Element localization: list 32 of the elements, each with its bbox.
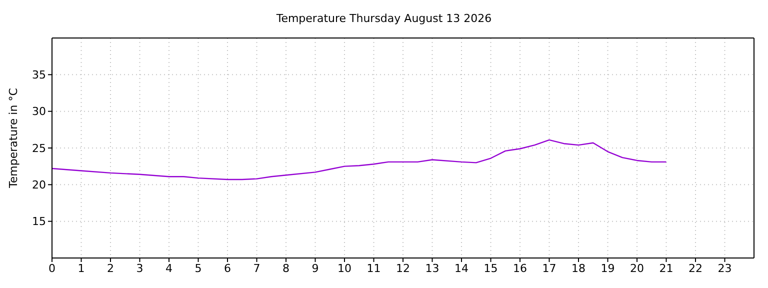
x-tick-label: 5 — [194, 262, 202, 275]
x-tick-label: 9 — [312, 262, 319, 275]
x-tick-label: 16 — [513, 262, 527, 275]
x-tick-label: 14 — [454, 262, 468, 275]
x-tick-label: 15 — [484, 262, 498, 275]
y-tick-label: 35 — [32, 68, 46, 82]
x-tick-label: 8 — [282, 262, 290, 275]
x-tick-label: 23 — [718, 262, 732, 275]
x-tick-label: 19 — [600, 262, 615, 275]
y-tick-label: 15 — [32, 215, 46, 228]
x-tick-label: 3 — [136, 262, 144, 275]
x-tick-label: 11 — [366, 262, 381, 275]
line-series — [52, 139, 667, 180]
y-tick-label: 30 — [32, 105, 46, 118]
x-tick-label: 18 — [572, 262, 586, 275]
y-tick-label: 25 — [32, 142, 46, 155]
x-tick-label: 2 — [107, 262, 114, 275]
x-tick-label: 22 — [688, 262, 702, 275]
x-tick-label: 21 — [659, 262, 674, 275]
x-tick-label: 17 — [542, 262, 556, 275]
x-tick-label: 6 — [224, 262, 231, 275]
x-tick-label: 7 — [253, 262, 260, 275]
x-tick-label: 12 — [396, 262, 410, 275]
chart-title: Temperature Thursday August 13 2026 — [275, 12, 493, 25]
x-tick-label: 4 — [166, 262, 172, 275]
x-tick-label: 1 — [78, 262, 85, 275]
x-tick-label: 10 — [338, 262, 352, 275]
x-tick-label: 20 — [630, 262, 644, 275]
x-tick-label: 13 — [425, 262, 440, 275]
y-axis-title: Temperature in °C — [6, 88, 20, 189]
x-tick-label: 0 — [48, 262, 56, 275]
y-tick-label: 20 — [32, 178, 46, 192]
